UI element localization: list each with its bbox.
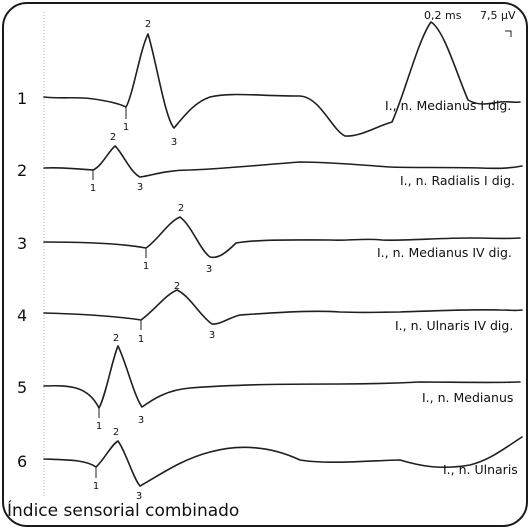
row-4-marker-2: 2 bbox=[174, 281, 180, 292]
row-5-index: 5 bbox=[17, 378, 27, 397]
scale-amplitude-label: 7,5 µV bbox=[480, 9, 516, 22]
trace-row-4: 4 1 2 3 I., n. Ulnaris IV dig. bbox=[17, 281, 523, 345]
row-1-waveform bbox=[43, 21, 521, 137]
row-2-marker-1: 1 bbox=[90, 183, 96, 194]
trace-row-3: 3 1 2 3 I., n. Medianus IV dig. bbox=[17, 203, 521, 275]
row-6-marker-1: 1 bbox=[93, 481, 99, 492]
row-6-marker-2: 2 bbox=[113, 427, 119, 438]
row-6-marker-3: 3 bbox=[136, 491, 142, 502]
panel-caption: Índice sensorial combinado bbox=[7, 499, 239, 521]
trace-row-2: 2 1 2 3 I., n. Radialis I dig. bbox=[17, 132, 523, 194]
row-2-marker-3: 3 bbox=[137, 182, 143, 193]
row-6-waveform bbox=[43, 436, 523, 487]
row-6-nerve-label: I., n. Ulnaris bbox=[443, 462, 518, 477]
row-3-marker-3: 3 bbox=[206, 264, 212, 275]
row-4-marker-3: 3 bbox=[209, 330, 215, 341]
row-3-nerve-label: I., n. Medianus IV dig. bbox=[377, 245, 512, 260]
row-1-marker-2: 2 bbox=[145, 19, 151, 30]
row-3-marker-2: 2 bbox=[178, 203, 184, 214]
scale-corner-icon bbox=[505, 30, 512, 37]
row-1-marker-3: 3 bbox=[171, 137, 177, 148]
row-4-marker-1: 1 bbox=[138, 334, 144, 345]
row-5-marker-2: 2 bbox=[113, 333, 119, 344]
row-1-index: 1 bbox=[17, 89, 27, 108]
row-4-index: 4 bbox=[17, 306, 27, 325]
row-6-index: 6 bbox=[17, 452, 27, 471]
row-3-waveform bbox=[43, 216, 521, 259]
row-3-index: 3 bbox=[17, 234, 27, 253]
row-2-nerve-label: I., n. Radialis I dig. bbox=[400, 173, 515, 188]
scale-time-label: 0,2 ms bbox=[424, 9, 462, 22]
row-1-nerve-label: I., n. Medianus I dig. bbox=[385, 98, 511, 113]
row-4-nerve-label: I., n. Ulnaris IV dig. bbox=[395, 318, 513, 333]
trace-row-6: 6 1 2 3 I., n. Ulnaris bbox=[17, 427, 523, 502]
row-3-marker-1: 1 bbox=[143, 261, 149, 272]
row-5-waveform bbox=[43, 345, 521, 409]
row-2-marker-2: 2 bbox=[110, 132, 116, 143]
row-4-waveform bbox=[43, 289, 523, 325]
row-5-marker-3: 3 bbox=[138, 415, 144, 426]
row-5-marker-1: 1 bbox=[96, 421, 102, 432]
row-5-nerve-label: I., n. Medianus bbox=[422, 390, 513, 405]
trace-row-5: 5 1 2 3 I., n. Medianus bbox=[17, 333, 521, 432]
trace-row-1: 1 1 2 3 I., n. Medianus I dig. bbox=[17, 19, 521, 148]
row-1-marker-1: 1 bbox=[123, 122, 129, 133]
row-2-waveform bbox=[43, 145, 523, 178]
row-2-index: 2 bbox=[17, 161, 27, 180]
